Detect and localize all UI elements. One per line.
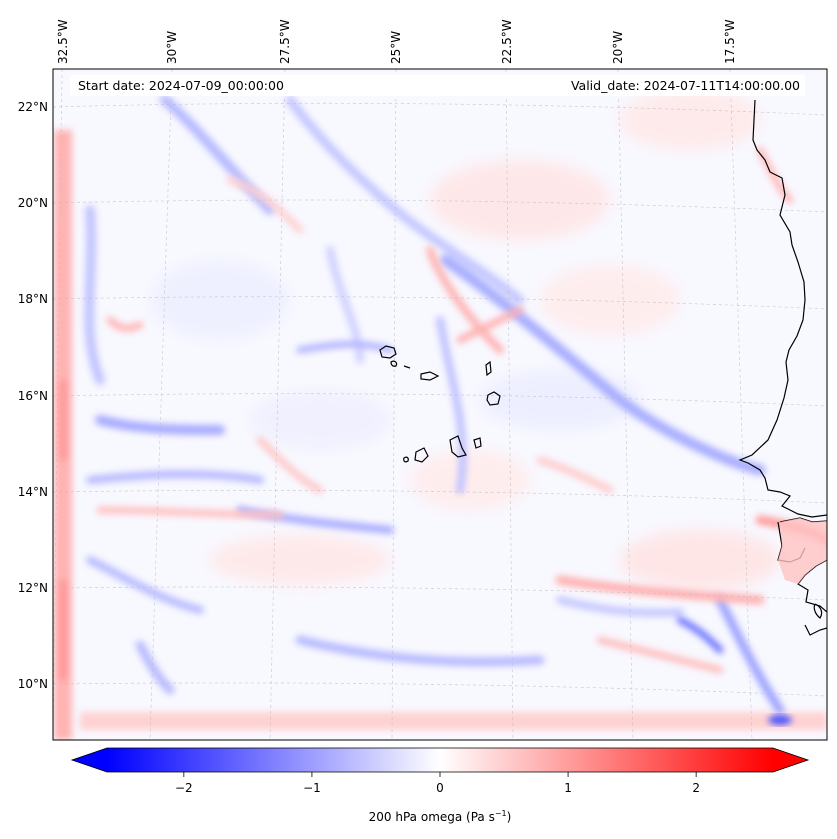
africa-coastline — [738, 99, 827, 518]
lat-label-20n: 20°N — [18, 196, 48, 210]
colorbar-min-extend — [72, 748, 107, 772]
map-panel: Start date: 2024-07-09_00:00:00 Valid_da… — [53, 69, 827, 740]
lat-label-18n: 18°N — [18, 292, 48, 306]
lat-label-14n: 14°N — [18, 485, 48, 499]
lon-label-27-5w: 27.5°W — [278, 19, 292, 64]
colorbar-tick-label: 2 — [692, 781, 700, 795]
info-banner — [70, 75, 805, 96]
lat-label-12n: 12°N — [18, 581, 48, 595]
colorbar-outline — [70, 747, 810, 773]
colorbar-max-extend — [773, 748, 808, 772]
omega-field — [54, 90, 827, 740]
latitude-labels: 22°N 20°N 18°N 16°N 14°N 12°N 10°N — [18, 100, 48, 691]
colorbar-tick-label: 0 — [436, 781, 444, 795]
start-date: Start date: 2024-07-09_00:00:00 — [78, 78, 284, 93]
longitude-labels: 32.5°W 30°W 27.5°W 25°W 22.5°W 20°W 17.5… — [56, 19, 737, 64]
colorbar: −2 −1 0 1 2 200 hPa omega (Pa s−1) — [70, 747, 810, 824]
gridlines — [53, 69, 827, 740]
cape-verde-islands — [379, 345, 501, 463]
colorbar-tick-label: 1 — [564, 781, 572, 795]
colorbar-gradient — [107, 748, 773, 772]
lon-label-32-5w: 32.5°W — [56, 19, 70, 64]
lon-label-22-5w: 22.5°W — [500, 19, 514, 64]
lon-label-25w: 25°W — [389, 31, 403, 64]
land-shading — [778, 518, 827, 584]
colorbar-label: 200 hPa omega (Pa s−1) — [369, 809, 512, 824]
lat-label-16n: 16°N — [18, 389, 48, 403]
lon-label-20w: 20°W — [611, 31, 625, 64]
lat-label-22n: 22°N — [18, 100, 48, 114]
colorbar-tick-label: −2 — [175, 781, 193, 795]
colorbar-ticks: −2 −1 0 1 2 — [175, 772, 700, 795]
lon-label-17-5w: 17.5°W — [723, 19, 737, 64]
colorbar-tick-label: −1 — [303, 781, 321, 795]
valid-date: Valid_date: 2024-07-11T14:00:00.00 — [571, 78, 800, 93]
map-frame — [52, 68, 828, 741]
lon-label-30w: 30°W — [165, 31, 179, 64]
lat-label-10n: 10°N — [18, 677, 48, 691]
